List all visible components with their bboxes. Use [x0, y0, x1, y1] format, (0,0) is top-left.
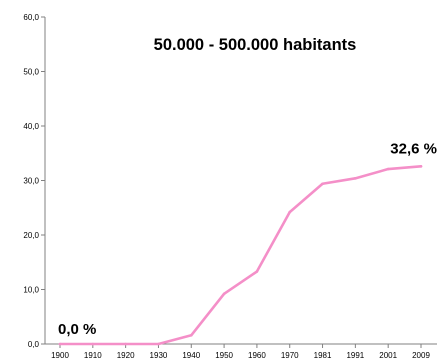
chart-title: 50.000 - 500.000 habitants — [154, 36, 357, 54]
data-point — [222, 292, 226, 296]
data-label-first: 0,0 % — [58, 321, 96, 338]
data-point — [321, 182, 324, 186]
x-tick-label: 1970 — [281, 351, 299, 360]
data-point — [157, 342, 160, 346]
x-tick-label: 1930 — [150, 351, 168, 360]
x-tick-label: 1940 — [182, 351, 200, 360]
x-tick-label: 2009 — [412, 351, 430, 360]
data-point — [354, 177, 357, 180]
x-axis-ticks: 1900 1910 1920 1930 1940 1950 1960 1970 1981 1991… — [51, 344, 430, 360]
x-tick-label: 1920 — [117, 351, 135, 360]
y-tick-label: 30,0 — [23, 177, 39, 186]
data-point — [255, 270, 259, 273]
data-point — [386, 167, 390, 171]
data-point — [189, 333, 193, 337]
y-tick-label: 10,0 — [23, 286, 39, 295]
x-tick-label: 1991 — [346, 351, 364, 360]
y-axis-ticks: 0,0 10,0 20,0 30,0 40,0 50,0 60,0 — [23, 13, 45, 349]
data-point — [58, 342, 62, 346]
y-tick-label: 20,0 — [23, 231, 39, 240]
series-line — [58, 165, 423, 346]
y-tick-label: 50,0 — [23, 68, 39, 77]
data-point — [419, 165, 423, 168]
y-tick-label: 0,0 — [28, 340, 40, 349]
data-point — [91, 342, 95, 346]
series-layer — [58, 165, 423, 346]
data-point — [124, 342, 127, 346]
data-label-last: 32,6 % — [390, 140, 437, 157]
x-tick-label: 1950 — [215, 351, 233, 360]
data-point — [288, 210, 292, 214]
y-tick-label: 40,0 — [23, 122, 39, 131]
x-tick-label: 1900 — [51, 351, 69, 360]
x-tick-label: 1981 — [314, 351, 332, 360]
x-tick-label: 2001 — [379, 351, 397, 360]
y-tick-label: 60,0 — [23, 13, 39, 22]
x-tick-label: 1910 — [84, 351, 102, 360]
x-tick-label: 1960 — [248, 351, 266, 360]
